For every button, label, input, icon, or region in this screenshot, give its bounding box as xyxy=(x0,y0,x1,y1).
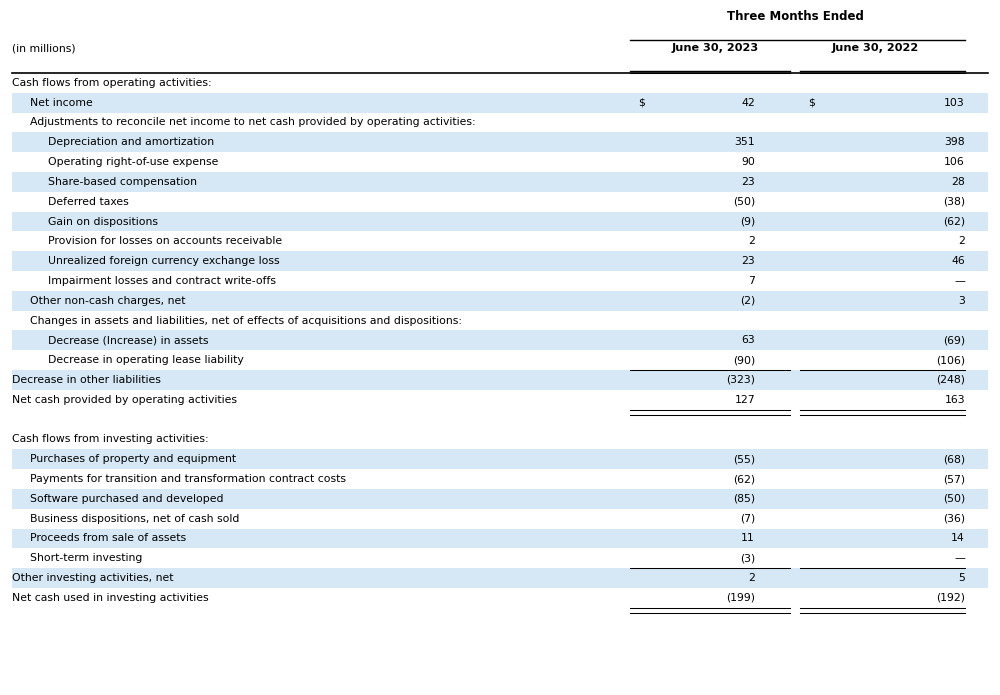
Text: 2: 2 xyxy=(748,573,755,583)
Text: Depreciation and amortization: Depreciation and amortization xyxy=(48,138,214,147)
FancyBboxPatch shape xyxy=(12,251,988,271)
Text: (69): (69) xyxy=(943,336,965,345)
Text: 7: 7 xyxy=(748,276,755,286)
FancyBboxPatch shape xyxy=(12,569,988,588)
Text: (106): (106) xyxy=(936,355,965,365)
Text: Net cash used in investing activities: Net cash used in investing activities xyxy=(12,593,209,603)
Text: Proceeds from sale of assets: Proceeds from sale of assets xyxy=(30,534,186,543)
Text: Other investing activities, net: Other investing activities, net xyxy=(12,573,174,583)
Text: —: — xyxy=(954,276,965,286)
Text: 398: 398 xyxy=(944,138,965,147)
Text: 46: 46 xyxy=(951,256,965,266)
Text: (50): (50) xyxy=(733,197,755,206)
Text: (248): (248) xyxy=(936,375,965,385)
Text: 103: 103 xyxy=(944,98,965,108)
Text: Cash flows from investing activities:: Cash flows from investing activities: xyxy=(12,434,209,444)
Text: Three Months Ended: Three Months Ended xyxy=(727,10,863,24)
Text: (199): (199) xyxy=(726,593,755,603)
Text: June 30, 2022: June 30, 2022 xyxy=(831,43,919,53)
FancyBboxPatch shape xyxy=(12,211,988,231)
Text: Gain on dispositions: Gain on dispositions xyxy=(48,217,158,227)
Text: (38): (38) xyxy=(943,197,965,206)
FancyBboxPatch shape xyxy=(12,489,988,509)
Text: (55): (55) xyxy=(733,455,755,464)
Text: 2: 2 xyxy=(958,236,965,246)
Text: (90): (90) xyxy=(733,355,755,365)
Text: (62): (62) xyxy=(943,217,965,227)
Text: 28: 28 xyxy=(951,177,965,187)
Text: 63: 63 xyxy=(741,336,755,345)
Text: Changes in assets and liabilities, net of effects of acquisitions and dispositio: Changes in assets and liabilities, net o… xyxy=(30,316,462,325)
Text: Software purchased and developed: Software purchased and developed xyxy=(30,494,224,504)
Text: Decrease in other liabilities: Decrease in other liabilities xyxy=(12,375,161,385)
Text: 127: 127 xyxy=(734,395,755,404)
Text: Net income: Net income xyxy=(30,98,93,108)
Text: (192): (192) xyxy=(936,593,965,603)
Text: (323): (323) xyxy=(726,375,755,385)
Text: (7): (7) xyxy=(740,514,755,523)
Text: (2): (2) xyxy=(740,296,755,306)
Text: 42: 42 xyxy=(741,98,755,108)
Text: (85): (85) xyxy=(733,494,755,504)
Text: (62): (62) xyxy=(733,474,755,484)
FancyBboxPatch shape xyxy=(12,92,988,113)
Text: Net cash provided by operating activities: Net cash provided by operating activitie… xyxy=(12,395,237,404)
Text: (50): (50) xyxy=(943,494,965,504)
FancyBboxPatch shape xyxy=(12,449,988,469)
Text: 11: 11 xyxy=(741,534,755,543)
Text: (57): (57) xyxy=(943,474,965,484)
Text: Impairment losses and contract write-offs: Impairment losses and contract write-off… xyxy=(48,276,276,286)
Text: (in millions): (in millions) xyxy=(12,43,76,53)
Text: Cash flows from operating activities:: Cash flows from operating activities: xyxy=(12,78,212,88)
FancyBboxPatch shape xyxy=(12,528,988,548)
Text: Provision for losses on accounts receivable: Provision for losses on accounts receiva… xyxy=(48,236,282,246)
Text: Decrease in operating lease liability: Decrease in operating lease liability xyxy=(48,355,244,365)
Text: 3: 3 xyxy=(958,296,965,306)
Text: Other non-cash charges, net: Other non-cash charges, net xyxy=(30,296,186,306)
FancyBboxPatch shape xyxy=(12,370,988,390)
Text: 23: 23 xyxy=(741,177,755,187)
Text: 106: 106 xyxy=(944,157,965,167)
Text: 5: 5 xyxy=(958,573,965,583)
Text: 90: 90 xyxy=(741,157,755,167)
Text: 163: 163 xyxy=(944,395,965,404)
Text: Unrealized foreign currency exchange loss: Unrealized foreign currency exchange los… xyxy=(48,256,280,266)
Text: 23: 23 xyxy=(741,256,755,266)
Text: (3): (3) xyxy=(740,553,755,563)
Text: $: $ xyxy=(638,98,645,108)
FancyBboxPatch shape xyxy=(12,291,988,311)
Text: 351: 351 xyxy=(734,138,755,147)
Text: Payments for transition and transformation contract costs: Payments for transition and transformati… xyxy=(30,474,346,484)
FancyBboxPatch shape xyxy=(12,172,988,192)
Text: (9): (9) xyxy=(740,217,755,227)
FancyBboxPatch shape xyxy=(12,132,988,152)
Text: Business dispositions, net of cash sold: Business dispositions, net of cash sold xyxy=(30,514,239,523)
Text: 2: 2 xyxy=(748,236,755,246)
Text: 14: 14 xyxy=(951,534,965,543)
Text: Deferred taxes: Deferred taxes xyxy=(48,197,129,206)
Text: $: $ xyxy=(808,98,815,108)
Text: (68): (68) xyxy=(943,455,965,464)
Text: —: — xyxy=(954,553,965,563)
FancyBboxPatch shape xyxy=(12,331,988,350)
Text: June 30, 2023: June 30, 2023 xyxy=(671,43,759,53)
Text: Share-based compensation: Share-based compensation xyxy=(48,177,197,187)
Text: Purchases of property and equipment: Purchases of property and equipment xyxy=(30,455,236,464)
Text: Short-term investing: Short-term investing xyxy=(30,553,142,563)
Text: Decrease (Increase) in assets: Decrease (Increase) in assets xyxy=(48,336,208,345)
Text: (36): (36) xyxy=(943,514,965,523)
Text: Operating right-of-use expense: Operating right-of-use expense xyxy=(48,157,218,167)
Text: Adjustments to reconcile net income to net cash provided by operating activities: Adjustments to reconcile net income to n… xyxy=(30,117,476,127)
